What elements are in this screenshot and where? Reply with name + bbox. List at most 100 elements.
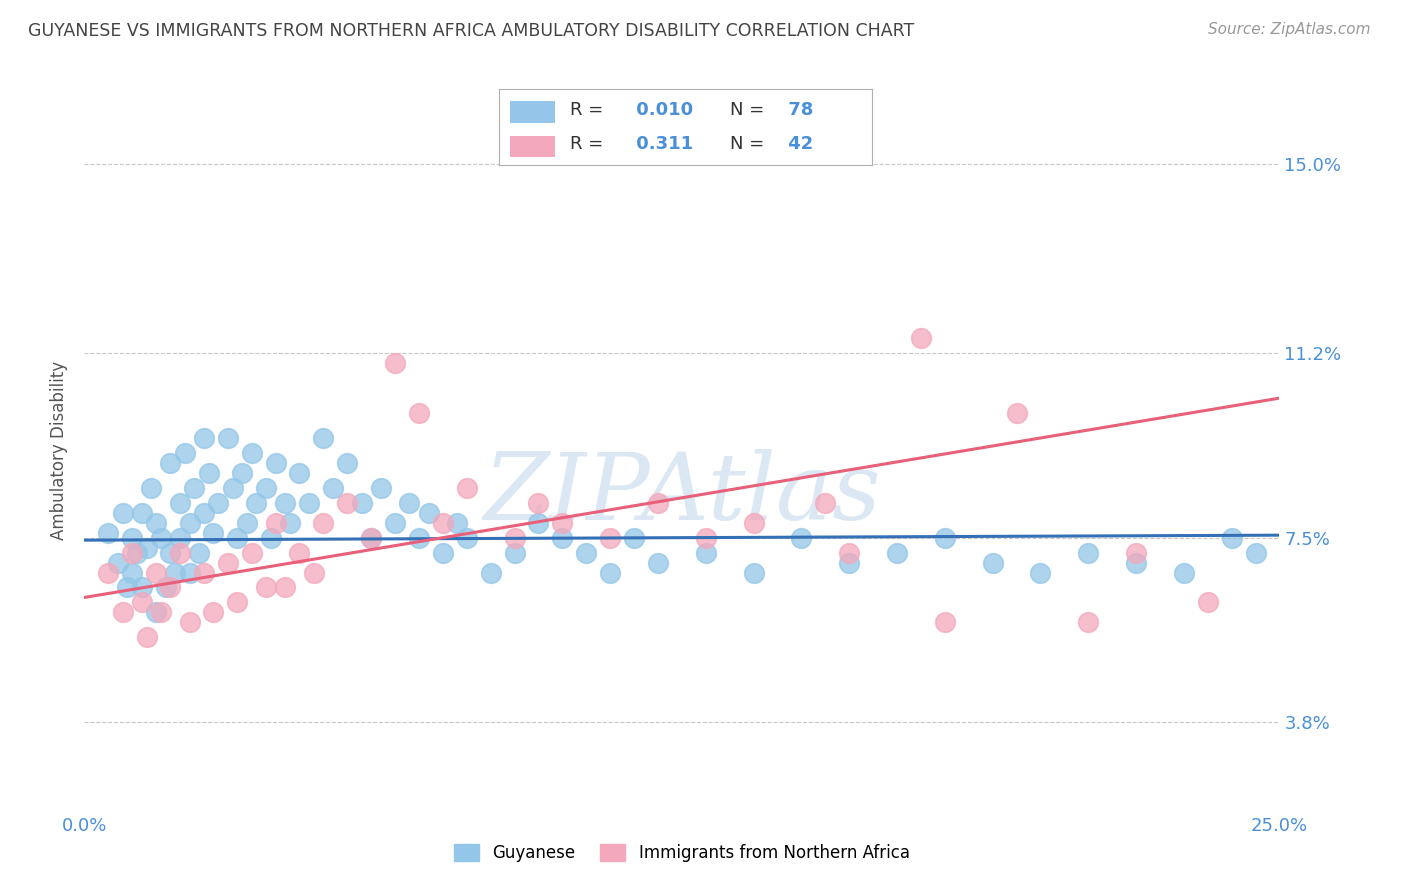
Guyanese (384, 516, 406, 530)
Immigrants from Northern Africa (527, 496, 550, 510)
Guyanese (155, 581, 177, 595)
Guyanese (360, 531, 382, 545)
Text: N =: N = (730, 135, 765, 153)
Guyanese (503, 546, 526, 560)
Immigrants from Northern Africa (551, 516, 574, 530)
Guyanese (551, 531, 574, 545)
Guyanese (886, 546, 908, 560)
Guyanese (221, 481, 243, 495)
Guyanese (179, 516, 201, 530)
Guyanese (107, 556, 129, 570)
Immigrants from Northern Africa (312, 516, 335, 530)
Immigrants from Northern Africa (934, 615, 956, 630)
Text: 0.010: 0.010 (630, 102, 693, 120)
Guyanese (934, 531, 956, 545)
Guyanese (188, 546, 211, 560)
Immigrants from Northern Africa (193, 566, 215, 580)
Y-axis label: Ambulatory Disability: Ambulatory Disability (51, 361, 69, 540)
Immigrants from Northern Africa (111, 606, 134, 620)
Immigrants from Northern Africa (288, 546, 311, 560)
Guyanese (1125, 556, 1147, 570)
Text: Source: ZipAtlas.com: Source: ZipAtlas.com (1208, 22, 1371, 37)
FancyBboxPatch shape (510, 102, 555, 122)
Guyanese (121, 531, 143, 545)
Immigrants from Northern Africa (1077, 615, 1099, 630)
Text: GUYANESE VS IMMIGRANTS FROM NORTHERN AFRICA AMBULATORY DISABILITY CORRELATION CH: GUYANESE VS IMMIGRANTS FROM NORTHERN AFR… (28, 22, 914, 40)
Text: 78: 78 (782, 102, 814, 120)
Guyanese (121, 566, 143, 580)
Text: R =: R = (569, 102, 603, 120)
Guyanese (790, 531, 813, 545)
Text: 0.311: 0.311 (630, 135, 693, 153)
Guyanese (135, 541, 157, 555)
Guyanese (111, 506, 134, 520)
Immigrants from Northern Africa (360, 531, 382, 545)
Guyanese (1077, 546, 1099, 560)
Guyanese (981, 556, 1004, 570)
Immigrants from Northern Africa (302, 566, 325, 580)
Guyanese (575, 546, 598, 560)
Guyanese (169, 496, 191, 510)
Guyanese (623, 531, 645, 545)
Immigrants from Northern Africa (254, 581, 277, 595)
Guyanese (217, 431, 239, 445)
Guyanese (1173, 566, 1195, 580)
Guyanese (274, 496, 297, 510)
Text: R =: R = (569, 135, 603, 153)
Guyanese (527, 516, 550, 530)
Text: ZIPAtlas: ZIPAtlas (484, 449, 880, 539)
Immigrants from Northern Africa (159, 581, 181, 595)
Guyanese (288, 466, 311, 480)
Guyanese (1220, 531, 1243, 545)
Guyanese (236, 516, 259, 530)
Guyanese (446, 516, 468, 530)
Immigrants from Northern Africa (503, 531, 526, 545)
Immigrants from Northern Africa (274, 581, 297, 595)
Guyanese (254, 481, 277, 495)
Immigrants from Northern Africa (121, 546, 143, 560)
Guyanese (226, 531, 249, 545)
Guyanese (742, 566, 765, 580)
Immigrants from Northern Africa (131, 595, 153, 609)
Guyanese (131, 506, 153, 520)
Guyanese (838, 556, 860, 570)
Immigrants from Northern Africa (456, 481, 478, 495)
Guyanese (159, 456, 181, 470)
Immigrants from Northern Africa (910, 331, 932, 345)
Guyanese (183, 481, 205, 495)
Immigrants from Northern Africa (217, 556, 239, 570)
Guyanese (264, 456, 287, 470)
Guyanese (1029, 566, 1052, 580)
Guyanese (298, 496, 321, 510)
Immigrants from Northern Africa (202, 606, 225, 620)
Immigrants from Northern Africa (97, 566, 120, 580)
Immigrants from Northern Africa (695, 531, 717, 545)
Guyanese (398, 496, 420, 510)
Text: N =: N = (730, 102, 765, 120)
Immigrants from Northern Africa (179, 615, 201, 630)
Guyanese (695, 546, 717, 560)
Immigrants from Northern Africa (647, 496, 669, 510)
Legend: Guyanese, Immigrants from Northern Africa: Guyanese, Immigrants from Northern Afric… (447, 837, 917, 869)
Guyanese (131, 581, 153, 595)
Immigrants from Northern Africa (145, 566, 167, 580)
Text: 42: 42 (782, 135, 814, 153)
Guyanese (260, 531, 283, 545)
FancyBboxPatch shape (510, 136, 555, 158)
Guyanese (370, 481, 392, 495)
Guyanese (159, 546, 181, 560)
Guyanese (456, 531, 478, 545)
Guyanese (197, 466, 219, 480)
Guyanese (193, 506, 215, 520)
Guyanese (408, 531, 430, 545)
Guyanese (231, 466, 253, 480)
Guyanese (278, 516, 301, 530)
Immigrants from Northern Africa (149, 606, 172, 620)
Immigrants from Northern Africa (1005, 406, 1028, 420)
Guyanese (169, 531, 191, 545)
Immigrants from Northern Africa (599, 531, 621, 545)
Guyanese (97, 525, 120, 540)
Guyanese (240, 446, 263, 460)
Immigrants from Northern Africa (408, 406, 430, 420)
Immigrants from Northern Africa (384, 356, 406, 370)
